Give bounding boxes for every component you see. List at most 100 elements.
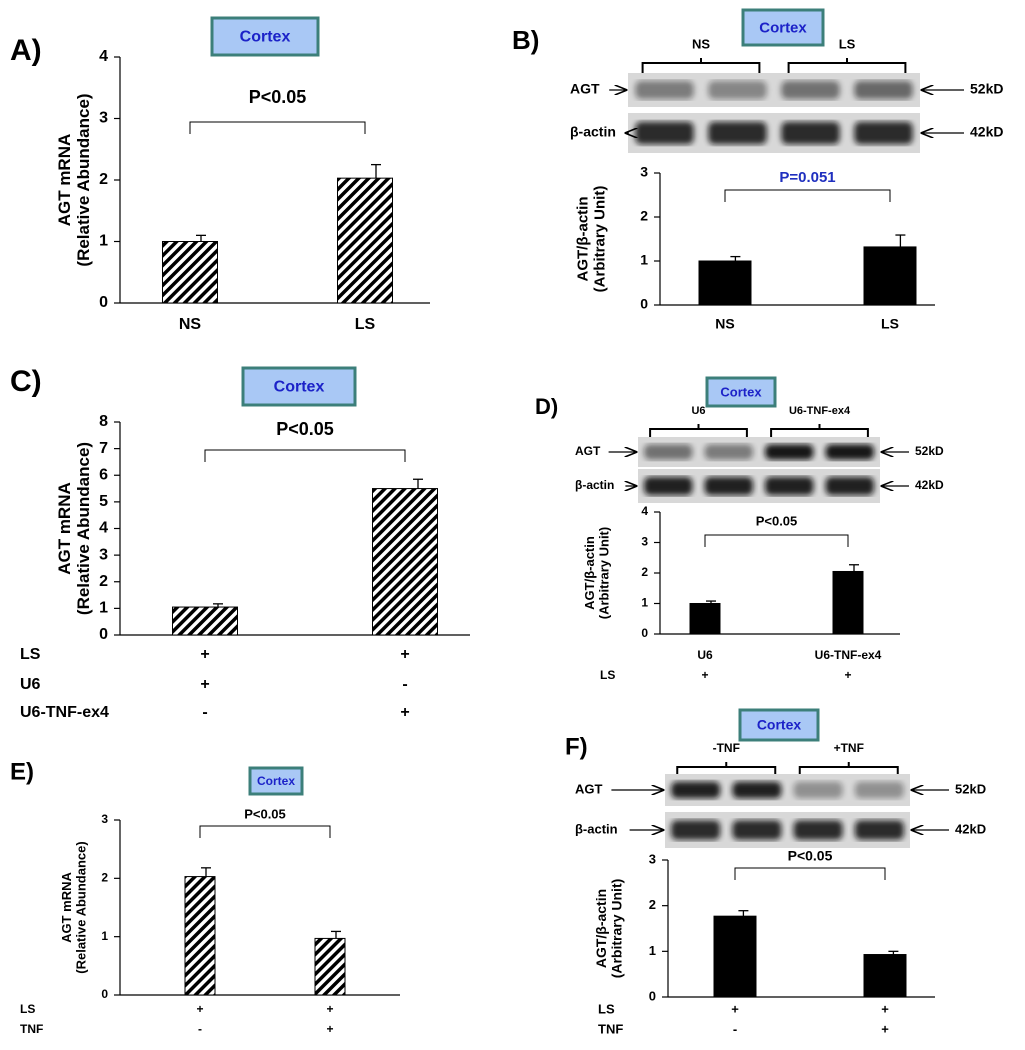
row-label: TNF [20,1022,43,1036]
row-sign: + [196,1002,203,1016]
blot-band [854,781,904,799]
band-label: β-actin [570,124,616,140]
y-tick-label: 0 [99,294,108,311]
row-sign: + [701,668,708,682]
y-axis-label: AGT mRNA [55,134,74,227]
group-label: NS [692,36,710,51]
bar [863,954,907,998]
y-axis-label: AGT mRNA [59,872,74,943]
significance-bracket [724,189,891,202]
significance-bracket [704,534,849,547]
panel-label: F) [565,733,588,760]
bar [314,937,346,996]
x-tick-label: LS [881,316,899,332]
band-label: AGT [575,444,601,458]
y-axis-label: AGT/β-actin [575,197,592,282]
blot-band [825,444,874,460]
y-tick-label: 2 [101,871,108,885]
blot-band [854,121,913,145]
bar [337,177,393,304]
y-tick-label: 3 [101,812,108,826]
row-sign: + [200,646,209,663]
bar [689,603,721,635]
row-sign: - [198,1022,202,1036]
group-bracket [676,762,777,777]
group-label: +TNF [834,741,864,755]
row-label: LS [20,1002,35,1016]
region-label: Cortex [257,774,295,788]
y-tick-label: 1 [641,596,648,610]
y-tick-label: 3 [649,851,656,866]
blot-band [765,476,814,496]
y-tick-label: 5 [99,493,108,510]
group-bracket [798,762,899,777]
y-tick-label: 3 [99,110,108,127]
panel-label: C) [10,365,42,398]
y-tick-label: 1 [99,600,108,617]
y-tick-label: 4 [641,504,648,518]
row-sign: - [402,676,407,693]
y-axis-label: AGT/β-actin [582,536,597,610]
y-tick-label: 6 [99,466,108,483]
group-bracket [787,58,907,73]
y-tick-label: 0 [640,296,648,312]
row-sign: + [881,1001,889,1016]
y-axis-label: (Relative Abundance) [74,442,93,615]
annotation: P<0.05 [788,848,833,864]
y-tick-label: 1 [649,943,656,958]
region-box [248,766,304,796]
row-sign: + [326,1022,333,1036]
band-size: 52kD [955,781,986,796]
blot-band [854,820,904,840]
blot-band [644,476,693,496]
bar [832,570,864,635]
blot-band [793,820,843,840]
blot-band [635,80,694,100]
blot-band [765,444,814,460]
band-size: 42kD [970,124,1003,140]
group-bracket [770,424,869,439]
annotation: P<0.05 [244,806,286,821]
y-axis-label: (Relative Abundance) [74,841,89,973]
region-box [738,708,820,742]
y-tick-label: 2 [99,171,108,188]
group-label: -TNF [713,741,740,755]
bar [713,915,757,998]
x-tick-label: U6-TNF-ex4 [815,648,882,662]
band-label: AGT [570,81,600,97]
blot-band [732,781,782,799]
blot-band [732,820,782,840]
band-size: 52kD [970,81,1003,97]
x-tick-label: U6 [697,648,713,662]
y-tick-label: 3 [641,535,648,549]
annotation: P<0.05 [276,419,334,439]
region-box [210,16,320,57]
annotation: P<0.05 [249,87,307,107]
row-label: LS [598,1001,615,1016]
bar [372,488,438,636]
y-tick-label: 3 [640,164,648,180]
bar [863,246,917,306]
group-bracket [649,424,748,439]
blot-band [644,444,693,460]
annotation: P<0.05 [756,513,798,528]
blot-band [708,80,767,100]
blot-band [854,80,913,100]
row-label: LS [20,646,41,663]
group-bracket [641,58,761,73]
x-tick-label: LS [355,316,376,333]
panel-label: B) [512,25,539,55]
y-tick-label: 3 [99,546,108,563]
y-tick-label: 0 [99,626,108,643]
row-label: U6 [20,676,41,693]
x-tick-label: NS [715,316,734,332]
row-sign: + [326,1002,333,1016]
y-tick-label: 4 [99,520,108,537]
row-sign: + [400,646,409,663]
panel: E) Cortex 0 1 2 3 AGT mRNA (Relative Abundance)… [10,758,400,1036]
region-box [705,376,777,408]
y-axis-label: (Relative Abundance) [74,93,93,266]
blot-band [781,80,840,100]
group-label: LS [839,36,856,51]
